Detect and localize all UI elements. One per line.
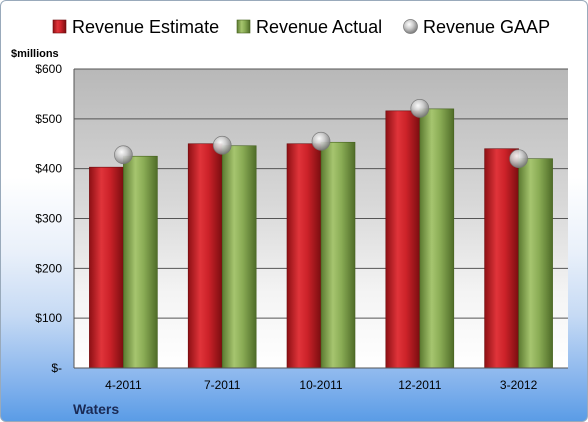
marker-revenue-gaap (311, 131, 331, 151)
y-tick-label: $100 (35, 311, 62, 325)
axes: $- $100 $200 $300 $400 $500 $600 4-2011 7-2011 10… (35, 62, 568, 392)
y-tick-label: $600 (35, 62, 62, 76)
y-tick-label: $400 (35, 162, 62, 176)
bar-revenue-estimate (385, 110, 421, 369)
y-tick-label: $200 (35, 261, 62, 275)
bar-revenue-actual (221, 145, 257, 369)
legend-swatch (52, 19, 67, 34)
units-label: $millions (11, 48, 59, 60)
bar-revenue-actual (320, 141, 356, 369)
x-tick-label: 3-2012 (500, 378, 538, 392)
marker-revenue-gaap (212, 135, 232, 155)
marker-revenue-gaap (114, 145, 133, 165)
bars (89, 108, 553, 369)
bar-revenue-actual (419, 108, 455, 369)
legend-label: Revenue Actual (256, 17, 382, 37)
bar-revenue-actual (518, 158, 553, 369)
bar-revenue-estimate (286, 143, 322, 369)
bar-revenue-estimate (187, 143, 223, 369)
y-tick-label: $300 (35, 212, 62, 226)
y-tick-label: $- (51, 361, 62, 375)
marker-revenue-gaap (509, 149, 528, 169)
y-tick-label: $500 (35, 112, 62, 126)
legend-swatch (236, 19, 251, 34)
bar-revenue-estimate (89, 166, 124, 369)
x-tick-label: 10-2011 (299, 378, 342, 392)
legend-label: Revenue Estimate (72, 17, 219, 37)
legend: Revenue Estimate Revenue Actual Revenue GA… (52, 17, 550, 37)
marker-revenue-gaap (410, 99, 430, 118)
bar-revenue-actual (123, 155, 158, 369)
legend-swatch (403, 19, 418, 34)
company-label: Waters (73, 401, 119, 417)
bar-revenue-estimate (484, 148, 519, 369)
x-tick-label: 7-2011 (204, 378, 241, 392)
x-tick-label: 12-2011 (398, 378, 441, 392)
x-tick-label: 4-2011 (105, 378, 142, 392)
legend-label: Revenue GAAP (423, 17, 550, 37)
markers (114, 99, 528, 169)
